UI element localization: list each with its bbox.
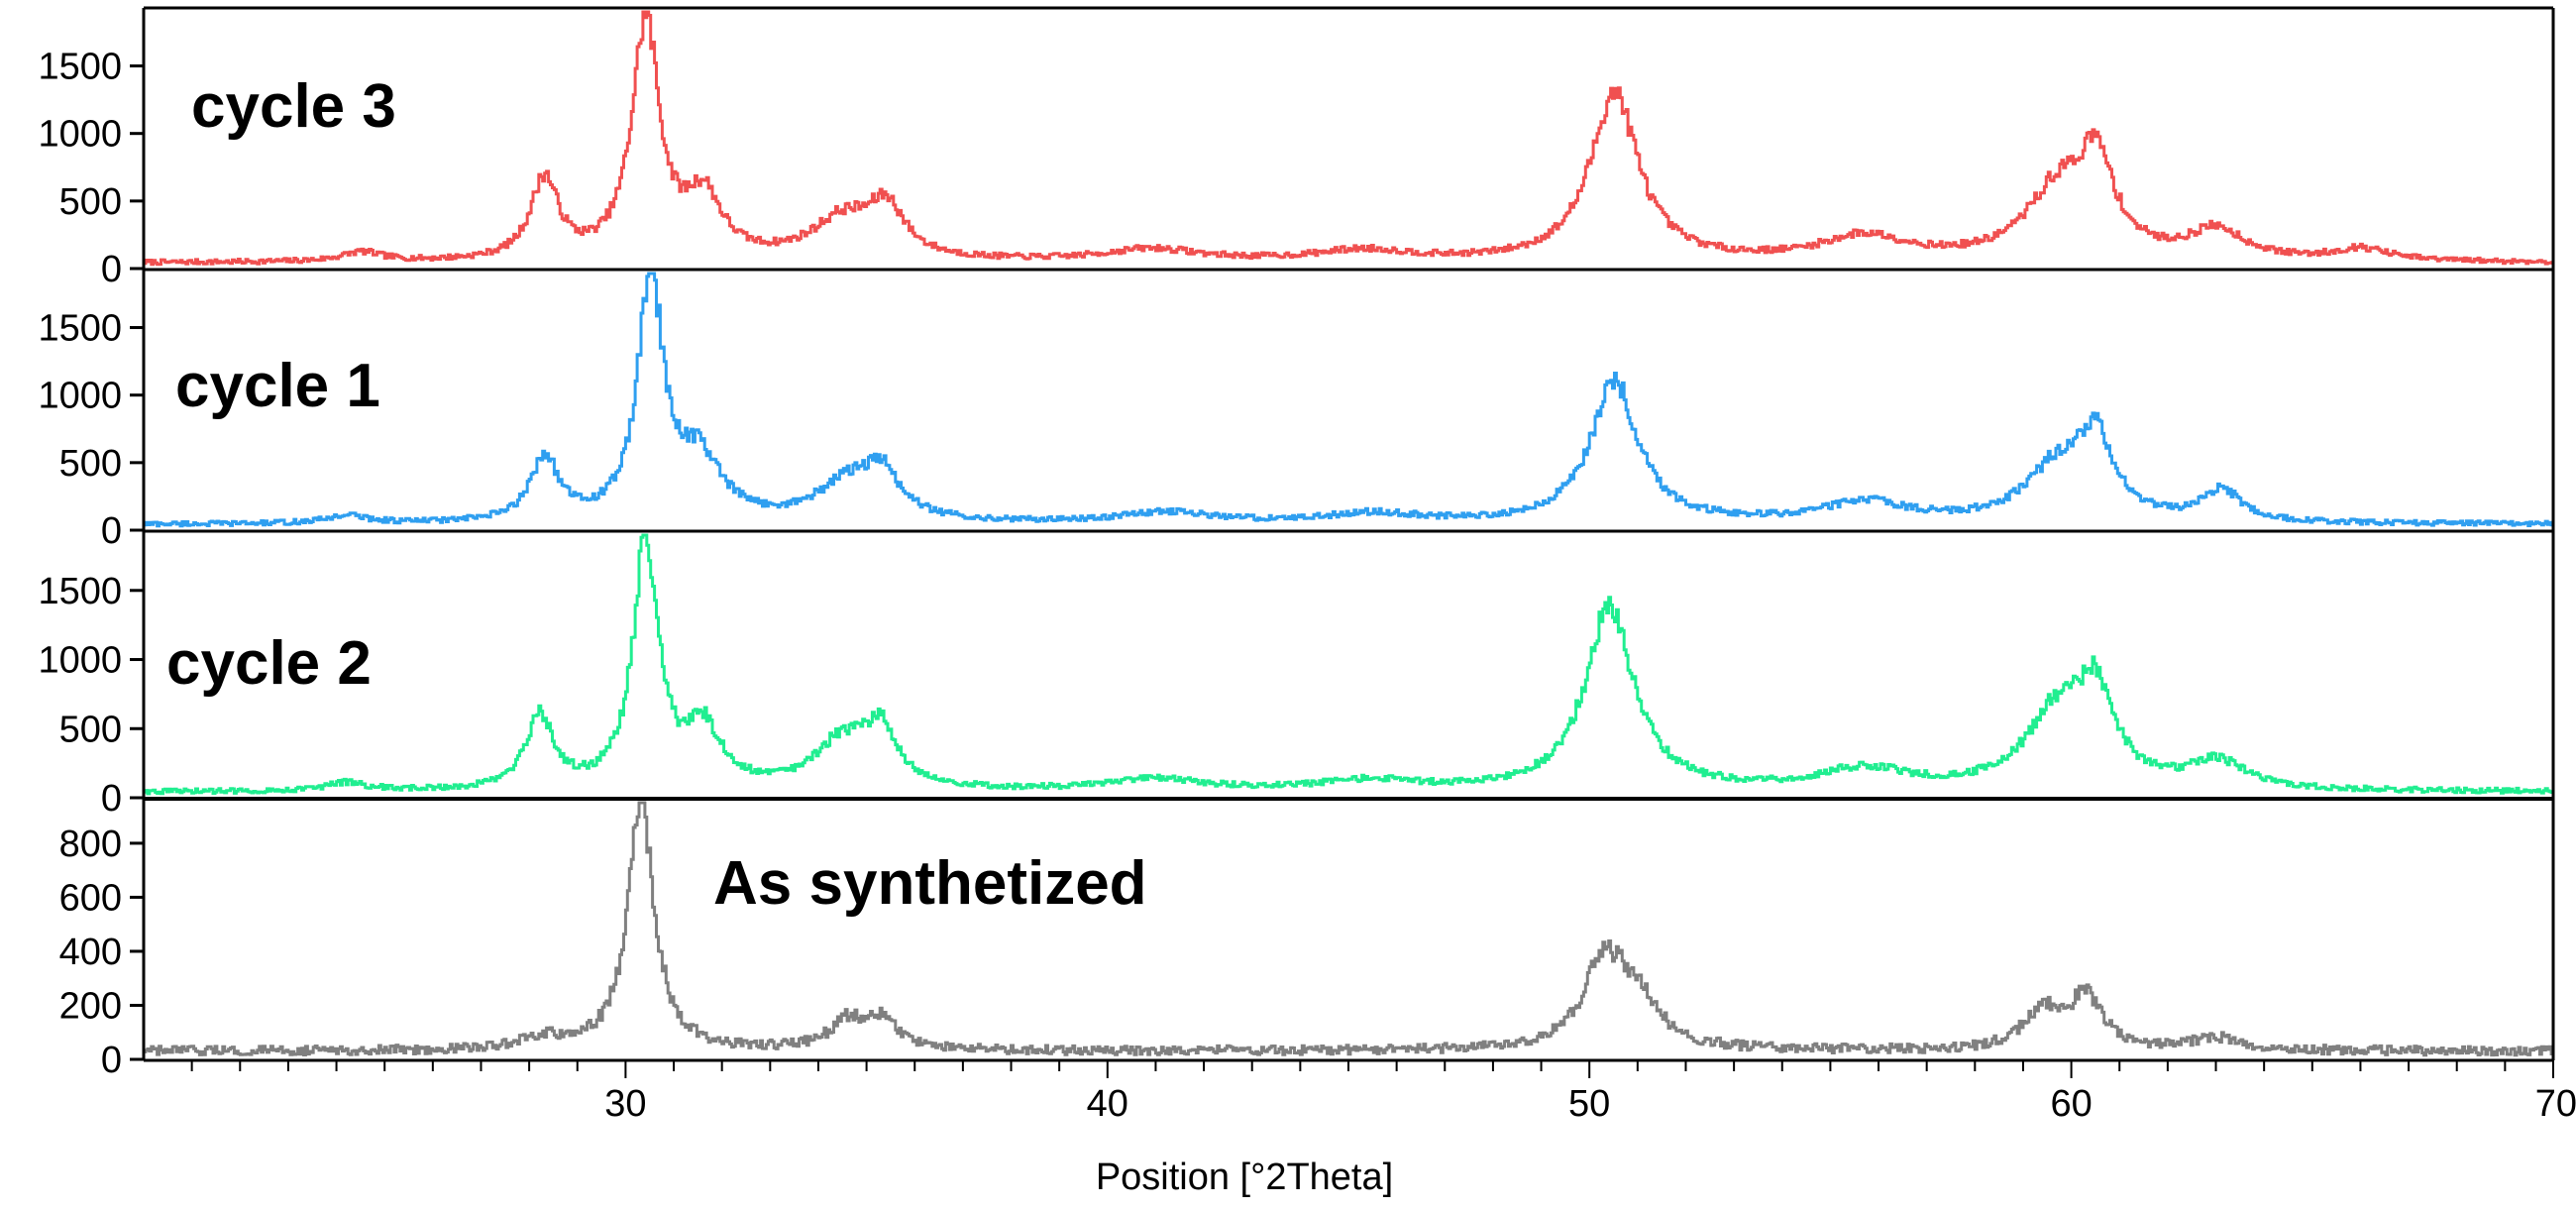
panel-label-cycle-1: cycle 1 bbox=[175, 352, 380, 420]
series-cycle-3 bbox=[144, 10, 2555, 267]
y-tick-label: 1500 bbox=[38, 47, 122, 88]
y-tick-label: 1000 bbox=[38, 640, 122, 682]
x-tick-label: 60 bbox=[2050, 1083, 2092, 1125]
diffractogram-line-cycle-2 bbox=[144, 533, 2555, 796]
y-tick-label: 400 bbox=[59, 932, 122, 973]
y-ticks-cycle-1: 0 500 1000 1500 bbox=[38, 308, 144, 552]
y-tick-label: 200 bbox=[59, 985, 122, 1027]
y-tick-label: 1000 bbox=[38, 114, 122, 156]
y-ticks-as-synthetized: 0 200 400 600 800 bbox=[59, 824, 144, 1081]
plot-frame bbox=[142, 6, 2555, 1062]
x-axis-ticks: 30 40 50 60 70 bbox=[190, 1060, 2576, 1125]
diffractogram-line-as-synthetized bbox=[144, 801, 2555, 1057]
y-tick-label: 1500 bbox=[38, 308, 122, 350]
series-cycle-2 bbox=[144, 533, 2555, 796]
series-as-synthetized bbox=[144, 801, 2555, 1057]
x-axis-label: Position [°2Theta] bbox=[1096, 1156, 1393, 1198]
y-tick-label: 0 bbox=[101, 249, 122, 290]
y-tick-label: 1500 bbox=[38, 571, 122, 612]
y-tick-label: 800 bbox=[59, 824, 122, 865]
panel-cycle-2: cycle 2 0 500 1000 1500 bbox=[38, 533, 2555, 820]
y-tick-label: 500 bbox=[59, 443, 122, 485]
y-tick-label: 1000 bbox=[38, 376, 122, 417]
panel-label-cycle-2: cycle 2 bbox=[166, 629, 372, 698]
x-tick-label: 70 bbox=[2535, 1083, 2576, 1125]
y-tick-label: 500 bbox=[59, 181, 122, 223]
panel-cycle-3: cycle 3 0 500 1000 1500 bbox=[38, 10, 2555, 290]
diffractogram-line-cycle-3 bbox=[144, 10, 2555, 267]
y-tick-label: 0 bbox=[101, 510, 122, 552]
y-tick-label: 500 bbox=[59, 709, 122, 750]
panel-as-synthetized: As synthetized 0 200 400 600 800 bbox=[59, 801, 2555, 1081]
panel-label-cycle-3: cycle 3 bbox=[191, 72, 396, 141]
y-ticks-cycle-3: 0 500 1000 1500 bbox=[38, 47, 144, 290]
y-tick-label: 0 bbox=[101, 1040, 122, 1081]
x-tick-label: 40 bbox=[1087, 1083, 1128, 1125]
panel-cycle-1: cycle 1 0 500 1000 1500 bbox=[38, 272, 2555, 552]
y-tick-label: 600 bbox=[59, 877, 122, 919]
x-tick-label: 30 bbox=[604, 1083, 646, 1125]
y-ticks-cycle-2: 0 500 1000 1500 bbox=[38, 571, 144, 820]
series-cycle-1 bbox=[144, 272, 2555, 528]
y-tick-label: 0 bbox=[101, 778, 122, 820]
x-tick-label: 50 bbox=[1568, 1083, 1610, 1125]
panel-label-as-synthetized: As synthetized bbox=[713, 849, 1147, 918]
diffractogram-line-cycle-1 bbox=[144, 272, 2555, 528]
